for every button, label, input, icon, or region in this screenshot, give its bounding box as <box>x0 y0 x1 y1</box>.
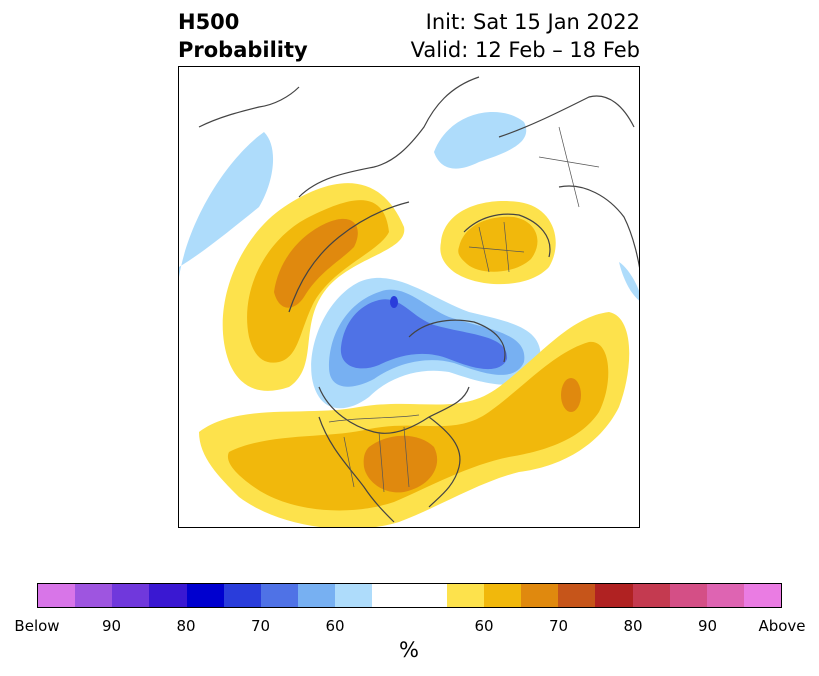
colorbar-cell <box>335 584 373 607</box>
colorbar-unit: % <box>399 638 419 662</box>
colorbar-cell <box>483 584 522 607</box>
shade-below-70-polar <box>340 299 508 370</box>
colorbar-tick-label: 60 <box>325 617 345 635</box>
shade-above-70-atlantic <box>561 378 581 412</box>
colorbar-cell <box>743 584 782 607</box>
colorbar-tick-label: 80 <box>176 617 196 635</box>
shade-below-60-east <box>619 262 639 301</box>
colorbar-cell <box>372 584 410 607</box>
colorbar-tick-label: 70 <box>250 617 271 635</box>
colorbar-cell <box>632 584 670 607</box>
shade-above-60-europe <box>458 216 538 272</box>
colorbar-tick-label: Below <box>14 617 60 635</box>
colorbar-cell <box>223 584 261 607</box>
colorbar-tick-label: Above <box>758 617 806 635</box>
probability-map <box>178 66 640 528</box>
coastlines <box>198 76 639 523</box>
colorbar-cell <box>298 584 336 607</box>
colorbar-tick-label: 80 <box>623 617 643 635</box>
init-date: Init: Sat 15 Jan 2022 <box>425 10 640 34</box>
colorbar-cell <box>521 584 559 607</box>
shade-below-75-core <box>390 296 398 308</box>
title-line-1: H500 <box>178 10 240 34</box>
colorbar-cell <box>186 584 224 607</box>
shade-above-60-south <box>227 341 609 511</box>
colorbar-cell <box>38 584 76 607</box>
colorbar-cell <box>260 584 299 607</box>
title-line-2: Probability <box>178 38 308 62</box>
colorbar-cell <box>75 584 113 607</box>
shade-above-70-northwest <box>274 218 358 308</box>
map-title: H500 Probability <box>178 8 308 64</box>
shade-below-60-northeast <box>434 112 527 169</box>
colorbar-tick-label: 60 <box>474 617 494 635</box>
colorbar-cell <box>706 584 744 607</box>
colorbar-cell <box>149 584 187 607</box>
colorbar-tick-label: 90 <box>697 617 718 635</box>
colorbar-cell <box>669 584 707 607</box>
colorbar-cell <box>595 584 633 607</box>
colorbar-tick-label: 70 <box>548 617 569 635</box>
map-dates: Init: Sat 15 Jan 2022 Valid: 12 Feb – 18… <box>411 8 640 64</box>
valid-range: Valid: 12 Feb – 18 Feb <box>410 38 640 62</box>
colorbar-cell <box>558 584 596 607</box>
map-canvas <box>179 67 639 527</box>
colorbar-cell <box>446 584 484 607</box>
colorbar-cell <box>112 584 150 607</box>
colorbar-tick-label: 90 <box>101 617 122 635</box>
shade-above-70-america <box>363 435 438 493</box>
country-borders <box>328 126 600 493</box>
colorbar-cell <box>409 584 447 607</box>
shade-below-60-west <box>179 132 274 277</box>
colorbar <box>37 583 782 608</box>
